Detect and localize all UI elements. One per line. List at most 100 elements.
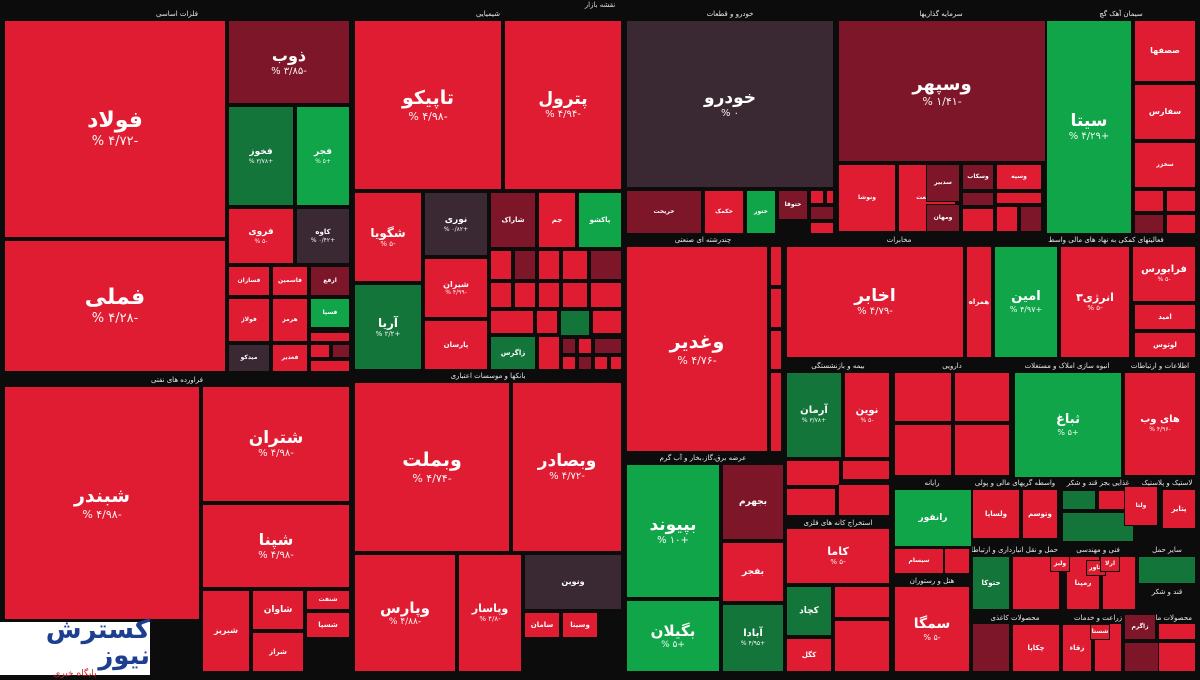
- stock-tile[interactable]: فملی -۴/۲۸ %: [4, 240, 226, 372]
- stock-tile[interactable]: فروی -۵ %: [228, 208, 294, 264]
- stock-tile[interactable]: سیسام: [894, 548, 944, 574]
- stock-tile[interactable]: وبصادر -۴/۷۲ %: [512, 382, 622, 552]
- stock-tile[interactable]: امین +۴/۹۷ %: [994, 246, 1058, 358]
- stock-tile[interactable]: ختور: [746, 190, 776, 234]
- stock-tile[interactable]: پتایر: [1162, 489, 1196, 529]
- stock-tile[interactable]: وبملت -۴/۷۴ %: [354, 382, 510, 552]
- stock-tile[interactable]: وسپه: [996, 164, 1042, 190]
- stock-tile[interactable]: شستا: [1090, 624, 1110, 640]
- stock-tile[interactable]: شتران -۴/۹۸ %: [202, 386, 350, 502]
- stock-tile[interactable]: شاراک: [490, 192, 536, 248]
- stock-tile[interactable]: رانفور: [894, 489, 972, 547]
- stock-tile[interactable]: وغدیر -۴/۷۶ %: [626, 246, 768, 452]
- stock-tile[interactable]: سفارس: [1134, 84, 1196, 140]
- stock-tile[interactable]: جم: [538, 192, 576, 248]
- stock-tile[interactable]: فجر +۵ %: [296, 106, 350, 206]
- page-title: نقشه بازار: [584, 1, 616, 9]
- stock-tile[interactable]: وسکاب: [962, 164, 994, 190]
- stock-tile[interactable]: فخوز +۳/۷۸ %: [228, 106, 294, 206]
- stock-tile[interactable]: ارلا: [1100, 556, 1120, 572]
- stock-tile[interactable]: ارفع: [310, 266, 350, 296]
- sector-title: زراعت و خدمات: [1060, 612, 1136, 624]
- stock-tile[interactable]: ولیز: [1050, 556, 1070, 572]
- stock-tile[interactable]: ختوقا: [778, 190, 808, 220]
- stock-tile[interactable]: شبندر -۴/۹۸ %: [4, 386, 200, 620]
- stock-tile[interactable]: ونوشا: [838, 164, 896, 232]
- stock-tile[interactable]: اخابر -۴/۷۹ %: [786, 246, 964, 358]
- stock-tile[interactable]: امید: [1134, 304, 1196, 330]
- stock-tile[interactable]: ولتا: [1124, 486, 1158, 526]
- stock-tile[interactable]: ومهان: [926, 204, 960, 232]
- stock-tile[interactable]: آریا +۲/۲ %: [354, 284, 422, 370]
- stock-tile[interactable]: های وب -۴/۹۶ %: [1124, 372, 1196, 476]
- stock-tile[interactable]: خکمک: [704, 190, 744, 234]
- stock-tile[interactable]: زاگرم: [1124, 614, 1156, 640]
- stock-tile[interactable]: بجهرم: [722, 464, 784, 540]
- stock-symbol: زاگرس: [500, 348, 526, 357]
- stock-tile[interactable]: فسپا: [310, 298, 350, 328]
- stock-tile[interactable]: وتوسم: [1022, 489, 1058, 539]
- stock-tile[interactable]: شنفت: [306, 590, 350, 610]
- stock-tile[interactable]: زاگرس: [490, 336, 536, 370]
- stock-tile[interactable]: همراه: [966, 246, 992, 358]
- stock-tile[interactable]: ونوین: [524, 554, 622, 610]
- stock-symbol: زاگرم: [1131, 623, 1149, 631]
- stock-tile[interactable]: کاوه +۰/۴۲ %: [296, 208, 350, 264]
- stock-tile[interactable]: چکاپا: [1012, 624, 1060, 672]
- stock-tile[interactable]: تاپیکو -۴/۹۸ %: [354, 20, 502, 190]
- stock-tile[interactable]: بفجر: [722, 542, 784, 602]
- stock-tile[interactable]: حتوکا: [972, 556, 1010, 610]
- stock-tile[interactable]: شاوان: [252, 590, 304, 630]
- stock-tile[interactable]: ثباغ +۵ %: [1014, 372, 1122, 478]
- stock-tile[interactable]: وسپهر -۱/۴۱ %: [838, 20, 1046, 162]
- stock-tile[interactable]: پارسان: [424, 320, 488, 370]
- stock-tile[interactable]: انرژی۳ -۵ %: [1060, 246, 1130, 358]
- stock-tile[interactable]: فولاژ: [228, 298, 270, 342]
- stock-tile[interactable]: کچاد: [786, 586, 832, 636]
- stock-tile[interactable]: ولساپا: [972, 489, 1020, 539]
- stock-tile[interactable]: سیتا +۴/۲۹ %: [1046, 20, 1132, 234]
- stock-tile[interactable]: وسینا: [562, 612, 598, 638]
- sector-title: سایر حمل: [1138, 544, 1196, 556]
- stock-tile[interactable]: شبریز: [202, 590, 250, 672]
- stock-tile[interactable]: وپاسار -۴/۸ %: [458, 554, 522, 672]
- stock-tile[interactable]: آرمان +۳/۷۸ %: [786, 372, 842, 458]
- stock-symbol: بپیوند: [649, 514, 697, 535]
- stock-tile[interactable]: ذوب -۳/۸۵ %: [228, 20, 350, 104]
- stock-tile[interactable]: خودرو ۰ %: [626, 20, 834, 188]
- stock-tile[interactable]: سخزر: [1134, 142, 1196, 188]
- stock-tile[interactable]: فاسمین: [272, 266, 308, 296]
- stock-tile[interactable]: میدکو: [228, 344, 270, 372]
- stock-tile[interactable]: صصفها: [1134, 20, 1196, 82]
- stock-tile[interactable]: کگل: [786, 638, 832, 672]
- stock-tile[interactable]: نوین -۵ %: [844, 372, 890, 458]
- stock-tile[interactable]: سدبیر: [926, 164, 960, 202]
- stock-change: -۴/۹۸ %: [408, 109, 448, 123]
- stock-tile[interactable]: فغدیر: [272, 344, 308, 372]
- stock-tile[interactable]: کاما -۵ %: [786, 528, 890, 584]
- stock-tile[interactable]: سامان: [524, 612, 560, 638]
- stock-tile[interactable]: فرابورس -۵ %: [1132, 246, 1196, 302]
- stock-tile[interactable]: سمگا -۵ %: [894, 586, 970, 672]
- stock-tile[interactable]: وپارس -۴/۸۸ %: [354, 554, 456, 672]
- stock-tile[interactable]: هرمز: [272, 298, 308, 342]
- stock-symbol: پارسان: [443, 340, 469, 349]
- stock-tile[interactable]: آبادا +۴/۹۵ %: [722, 604, 784, 672]
- filler-ticker: [996, 192, 1042, 204]
- stock-tile[interactable]: شسپا: [306, 612, 350, 638]
- stock-tile[interactable]: فولاد -۴/۷۲ %: [4, 20, 226, 238]
- stock-tile[interactable]: فسازان: [228, 266, 270, 296]
- stock-tile[interactable]: زقاء: [1062, 624, 1092, 672]
- stock-tile[interactable]: لوتوس: [1134, 332, 1196, 358]
- stock-tile[interactable]: شیران -۴/۹۹ %: [424, 258, 488, 318]
- stock-tile[interactable]: پاکشو: [578, 192, 622, 248]
- stock-tile[interactable]: خریخت: [626, 190, 702, 234]
- stock-tile[interactable]: بگیلان +۵ %: [626, 600, 720, 672]
- stock-tile[interactable]: شراز: [252, 632, 304, 672]
- stock-tile[interactable]: پترول -۴/۹۴ %: [504, 20, 622, 190]
- filler-ticker: [834, 620, 890, 672]
- stock-tile[interactable]: نوری +۰/۸۲ %: [424, 192, 488, 256]
- stock-tile[interactable]: بپیوند +۱۰ %: [626, 464, 720, 598]
- stock-tile[interactable]: شپنا -۴/۹۸ %: [202, 504, 350, 588]
- stock-tile[interactable]: شگویا -۵ %: [354, 192, 422, 282]
